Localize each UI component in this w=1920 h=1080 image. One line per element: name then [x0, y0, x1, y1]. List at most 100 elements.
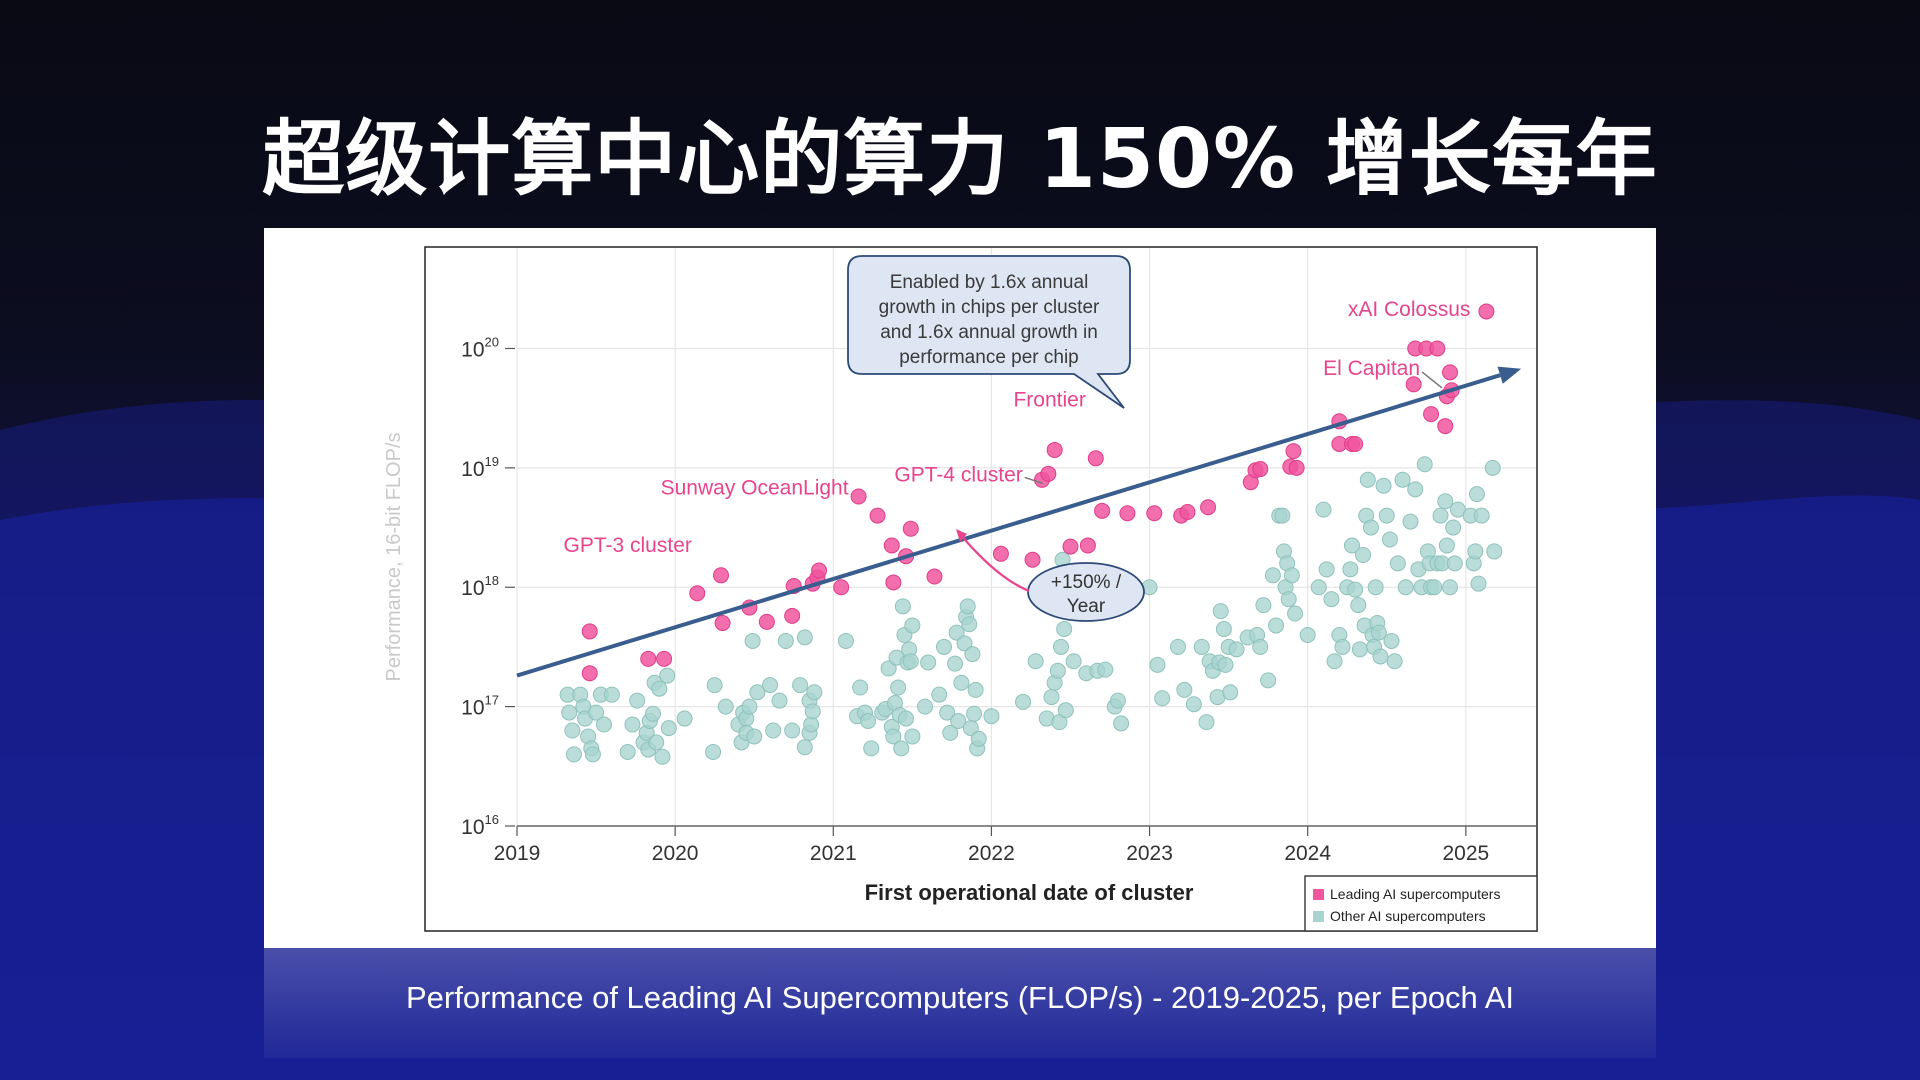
- leading-point: [850, 488, 867, 505]
- y-axis-label: Performance, 16-bit FLOP/s: [383, 433, 405, 682]
- other-point: [964, 646, 981, 663]
- other-point: [1468, 486, 1485, 503]
- other-point: [1170, 638, 1187, 655]
- other-point: [1274, 507, 1291, 524]
- other-point: [1351, 641, 1368, 658]
- gpt4-leader: [1024, 476, 1044, 485]
- legend-label: Leading AI supercomputers: [1330, 886, 1500, 902]
- other-point: [1323, 591, 1340, 608]
- other-point: [561, 704, 578, 721]
- other-point: [1154, 690, 1171, 707]
- other-point: [796, 739, 813, 756]
- other-point: [947, 655, 964, 672]
- other-point: [1065, 653, 1082, 670]
- other-point: [966, 705, 983, 722]
- other-point: [1397, 579, 1414, 596]
- other-point: [796, 629, 813, 646]
- other-point: [645, 705, 661, 722]
- other-point: [584, 746, 601, 763]
- other-point: [1280, 591, 1297, 608]
- other-point: [935, 638, 952, 655]
- other-point: [564, 722, 581, 739]
- leading-point: [833, 579, 850, 596]
- other-point: [1215, 621, 1232, 638]
- leading-point: [1146, 505, 1163, 522]
- leading-point: [902, 520, 919, 537]
- growth-ellipse: [1027, 562, 1145, 622]
- x-tick-label: 2025: [1442, 842, 1489, 865]
- card-reflection: [264, 948, 1656, 1058]
- other-point: [1355, 547, 1372, 564]
- x-tick-label: 2019: [494, 842, 541, 865]
- other-point: [1375, 477, 1392, 494]
- other-point: [837, 632, 854, 649]
- other-series: [559, 456, 1503, 765]
- other-point: [706, 677, 723, 694]
- other-point: [1315, 501, 1332, 518]
- other-point: [1113, 715, 1130, 732]
- other-point: [771, 692, 788, 709]
- other-point: [898, 710, 915, 727]
- other-point: [1362, 519, 1379, 536]
- other-point: [603, 686, 620, 703]
- leading-point: [1119, 505, 1136, 522]
- other-point: [1255, 597, 1272, 614]
- other-point: [648, 734, 665, 751]
- other-point: [1347, 581, 1364, 598]
- other-point: [950, 712, 967, 729]
- other-point: [629, 692, 646, 709]
- other-point: [1407, 481, 1424, 498]
- other-point: [744, 632, 761, 649]
- annotation-label: GPT-4 cluster: [894, 463, 1022, 486]
- other-point: [1402, 513, 1419, 530]
- other-point: [717, 698, 734, 715]
- other-point: [741, 698, 758, 715]
- other-point: [1027, 653, 1044, 670]
- other-point: [1212, 603, 1229, 620]
- x-tick-label: 2024: [1284, 842, 1331, 865]
- other-point: [1359, 471, 1376, 488]
- leading-point: [1079, 537, 1096, 554]
- other-point: [705, 743, 722, 760]
- leading-point: [1437, 418, 1454, 435]
- other-point: [852, 679, 869, 696]
- other-point: [1217, 656, 1234, 673]
- leading-series: [581, 303, 1495, 682]
- leading-point: [1040, 465, 1057, 482]
- leading-point: [1429, 340, 1446, 357]
- trend-arrowhead: [1497, 366, 1522, 384]
- other-point: [1416, 456, 1433, 473]
- other-point: [1268, 617, 1285, 634]
- other-point: [904, 728, 921, 745]
- other-point: [880, 660, 897, 677]
- y-tick-label: 1020: [461, 334, 499, 361]
- growth-label-line: +150% /: [1051, 572, 1122, 593]
- other-point: [654, 748, 671, 765]
- callout-line: growth in chips per cluster: [879, 297, 1100, 318]
- other-point: [765, 722, 782, 739]
- other-point: [746, 728, 763, 745]
- other-point: [804, 703, 821, 720]
- figure-caption: Performance of Leading AI Supercomputers…: [406, 980, 1514, 1015]
- leading-point: [883, 537, 900, 554]
- other-point: [1372, 648, 1389, 665]
- x-tick-label: 2022: [968, 842, 1015, 865]
- y-tick-label: 1017: [461, 693, 499, 720]
- other-point: [749, 684, 766, 701]
- other-point: [970, 730, 987, 747]
- other-point: [1389, 555, 1406, 572]
- leading-point: [1347, 435, 1364, 452]
- other-point: [624, 716, 641, 733]
- other-point: [1473, 507, 1490, 524]
- other-point: [1426, 579, 1443, 596]
- other-point: [1334, 638, 1351, 655]
- annotation-label: Sunway OceanLight: [661, 477, 849, 500]
- other-point: [1222, 684, 1239, 701]
- leading-point: [1094, 502, 1111, 519]
- trend-line: [516, 373, 1501, 678]
- other-point: [1260, 672, 1277, 689]
- other-point: [1442, 579, 1459, 596]
- other-point: [659, 667, 676, 684]
- leading-point: [1288, 459, 1305, 476]
- slide-title: 超级计算中心的算力 150% 增长每年: [262, 112, 1658, 207]
